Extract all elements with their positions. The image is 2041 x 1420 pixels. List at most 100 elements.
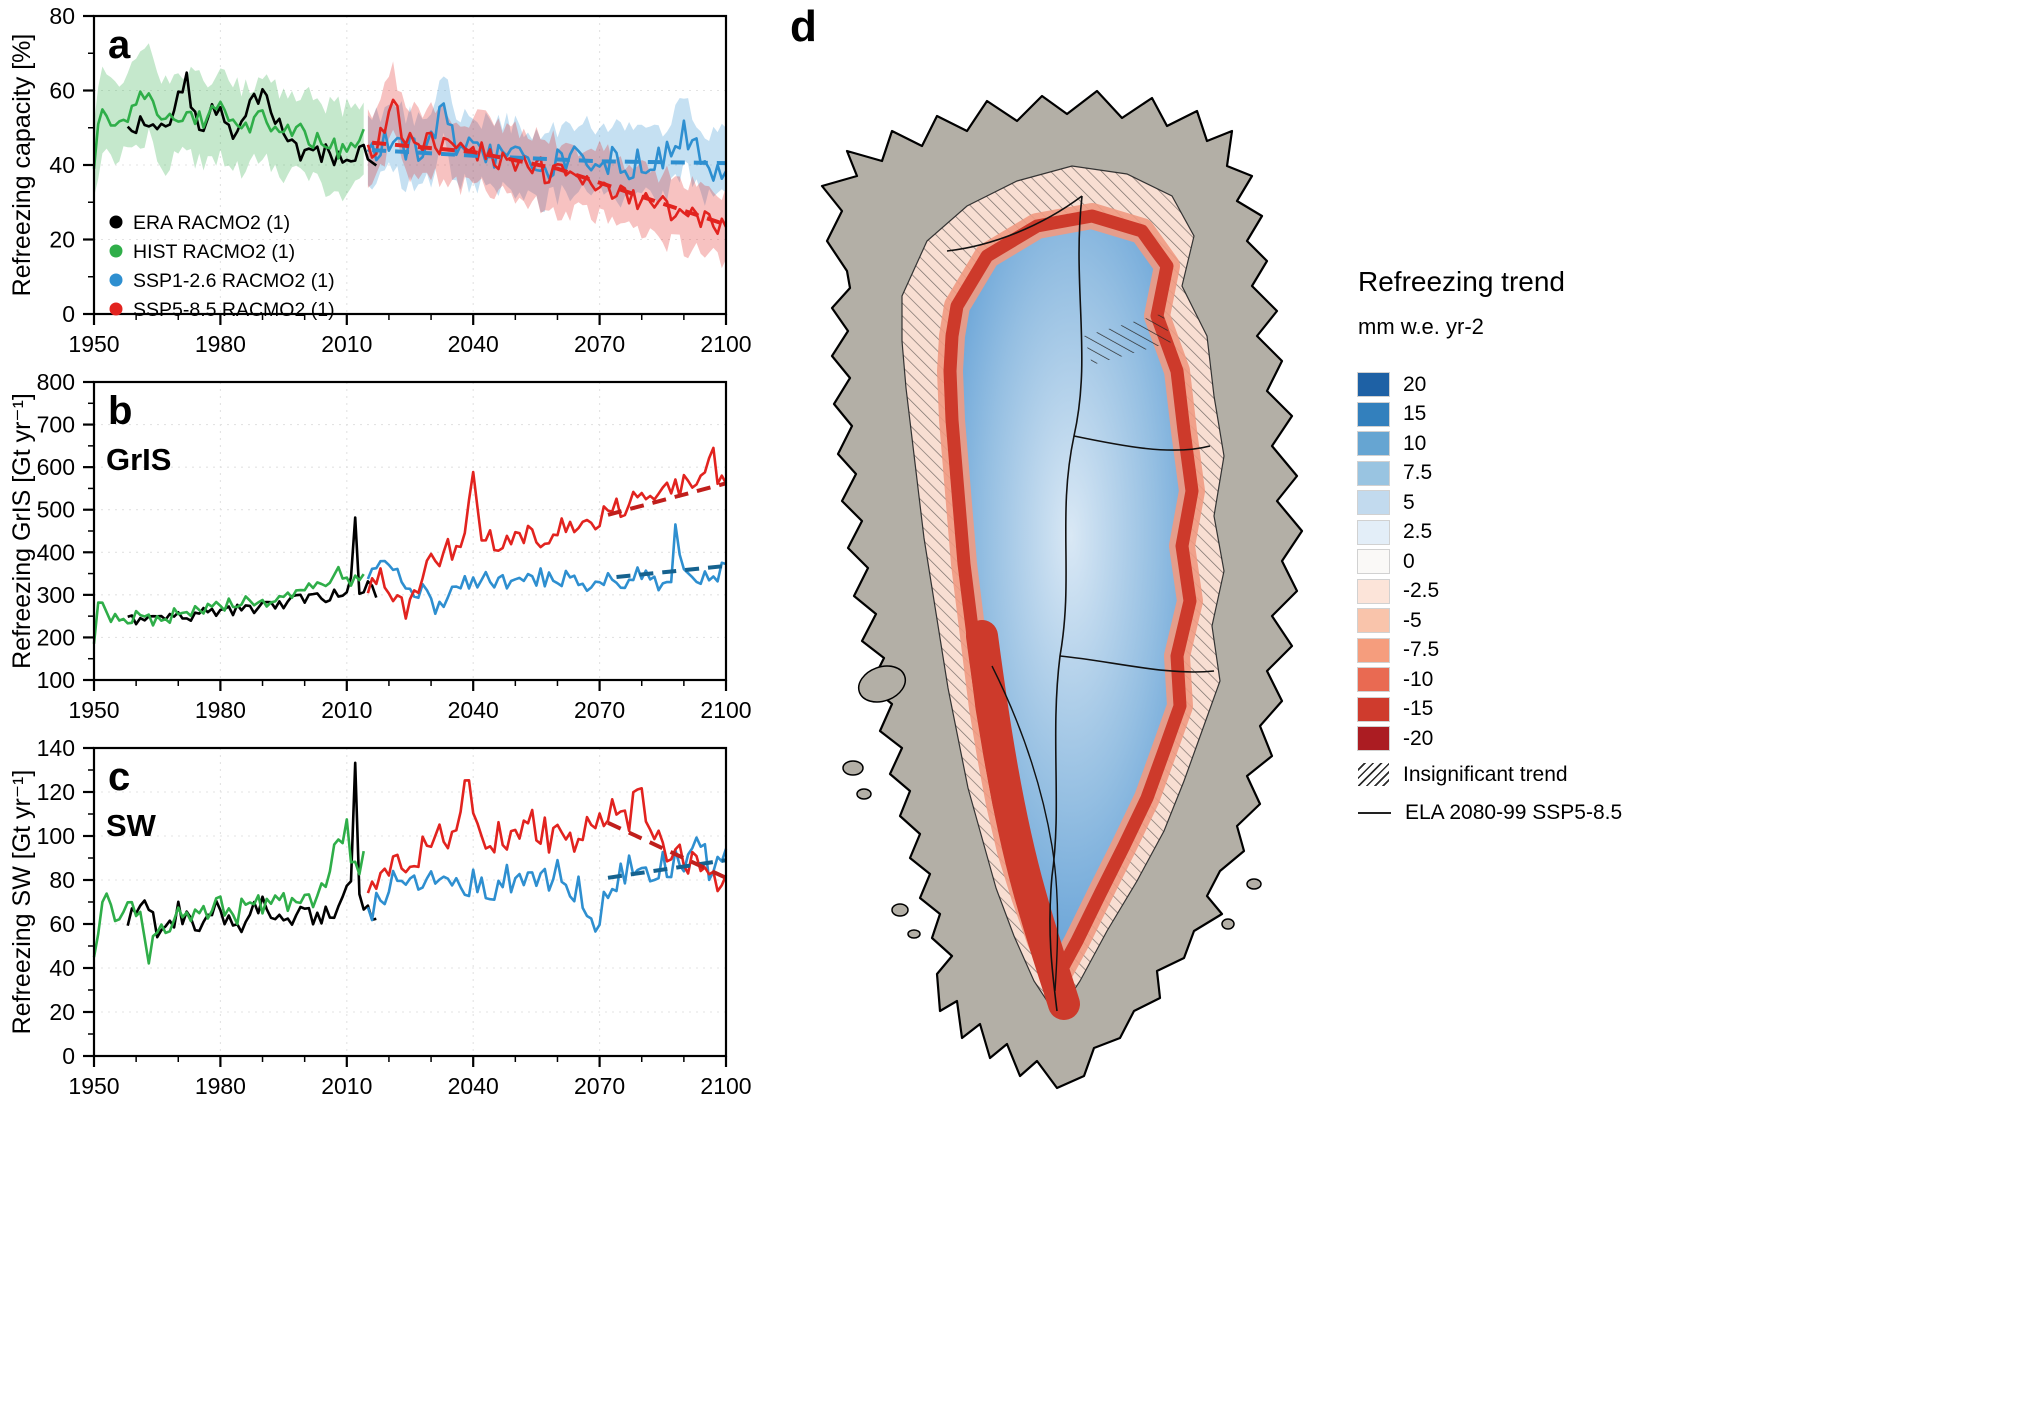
scale-label: -7.5: [1403, 638, 1440, 662]
scale-row: -20: [1357, 724, 1658, 754]
svg-text:60: 60: [49, 78, 75, 104]
svg-text:2100: 2100: [700, 331, 751, 357]
hatch-swatch-icon: [1358, 763, 1389, 786]
legend-insignificant-row: Insignificant trend: [1358, 758, 1658, 792]
scale-row: 20: [1357, 370, 1658, 400]
map-legend-units: mm w.e. yr-2: [1358, 314, 1484, 339]
svg-text:80: 80: [49, 4, 75, 29]
svg-text:500: 500: [37, 497, 75, 523]
scale-row: -7.5: [1357, 636, 1658, 666]
svg-text:1980: 1980: [195, 697, 246, 723]
svg-text:40: 40: [49, 955, 75, 981]
scale-swatch: [1357, 608, 1390, 634]
svg-text:2100: 2100: [700, 1073, 751, 1099]
svg-text:2070: 2070: [574, 697, 625, 723]
svg-text:b: b: [108, 389, 132, 433]
scale-row: -10: [1357, 665, 1658, 695]
scale-row: -2.5: [1357, 577, 1658, 607]
scale-row: 15: [1357, 400, 1658, 430]
svg-text:1980: 1980: [195, 331, 246, 357]
interior-hatch-patch: [1084, 313, 1172, 365]
svg-text:a: a: [108, 23, 131, 67]
ela-label: ELA 2080-99 SSP5-8.5: [1405, 800, 1623, 824]
scale-label: -20: [1403, 726, 1434, 750]
svg-text:140: 140: [37, 736, 75, 761]
svg-text:20: 20: [49, 999, 75, 1025]
svg-text:2100: 2100: [700, 697, 751, 723]
scale-row: 2.5: [1357, 518, 1658, 548]
scale-label: -2.5: [1403, 579, 1440, 603]
svg-text:300: 300: [37, 582, 75, 608]
svg-text:2010: 2010: [321, 697, 372, 723]
offshore-islands: [842, 665, 1262, 939]
scale-label: 0: [1403, 549, 1415, 573]
scale-label: 2.5: [1403, 520, 1433, 544]
svg-text:c: c: [108, 755, 130, 799]
svg-text:100: 100: [37, 667, 75, 693]
svg-text:2070: 2070: [574, 331, 625, 357]
svg-text:200: 200: [37, 624, 75, 650]
chart-refreezing-capacity: 1950 1980 2010 2040 2070 2100020406080Refreez…: [8, 4, 752, 357]
map-legend: Refreezing trend mm w.e. yr-2 20 15 10 7.5 5…: [1357, 266, 1658, 830]
scale-label: 7.5: [1403, 461, 1433, 485]
svg-text:700: 700: [37, 412, 75, 438]
map-scale: 20 15 10 7.5 5 2.5 0 -2.5 -5 -7.5 -10 -15 -20: [1357, 370, 1658, 754]
scale-swatch: [1357, 667, 1390, 693]
scale-label: 20: [1403, 372, 1427, 396]
scale-row: 10: [1357, 429, 1658, 459]
svg-text:2070: 2070: [574, 1073, 625, 1099]
svg-text:60: 60: [49, 911, 75, 937]
scale-swatch: [1357, 431, 1390, 457]
svg-text:2040: 2040: [448, 331, 499, 357]
svg-text:Refreezing SW [Gt yr⁻¹]: Refreezing SW [Gt yr⁻¹]: [8, 770, 36, 1035]
svg-text:40: 40: [49, 152, 75, 178]
svg-text:2010: 2010: [321, 1073, 372, 1099]
scale-row: -15: [1357, 695, 1658, 725]
map-legend-title: Refreezing trend: [1358, 266, 1566, 297]
svg-text:1950: 1950: [68, 1073, 119, 1099]
scale-swatch: [1357, 460, 1390, 486]
svg-text:SSP1-2.6 RACMO2 (1): SSP1-2.6 RACMO2 (1): [133, 270, 335, 292]
svg-text:800: 800: [37, 369, 75, 395]
scale-label: -10: [1403, 667, 1434, 691]
scale-swatch: [1357, 726, 1390, 752]
scale-label: -5: [1403, 608, 1422, 632]
greenland-map: [820, 89, 1304, 1090]
svg-text:SW: SW: [106, 808, 157, 843]
insignificant-label: Insignificant trend: [1403, 762, 1568, 786]
scale-swatch: [1357, 696, 1390, 722]
scale-swatch: [1357, 490, 1390, 516]
panel-d-label: d: [790, 2, 817, 51]
svg-text:Refreezing capacity [%]: Refreezing capacity [%]: [8, 34, 36, 297]
svg-text:600: 600: [37, 454, 75, 480]
svg-text:0: 0: [62, 1043, 75, 1069]
scale-label: 10: [1403, 431, 1427, 455]
scale-row: 5: [1357, 488, 1658, 518]
scale-row: -5: [1357, 606, 1658, 636]
scale-label: 15: [1403, 402, 1427, 426]
svg-text:20: 20: [49, 227, 75, 253]
scale-swatch: [1357, 578, 1390, 604]
ablation-rim-red: [943, 209, 1199, 985]
svg-text:0: 0: [62, 301, 75, 327]
svg-text:HIST RACMO2 (1): HIST RACMO2 (1): [133, 241, 295, 263]
scale-swatch: [1357, 549, 1390, 575]
scale-swatch: [1357, 637, 1390, 663]
scale-swatch: [1357, 372, 1390, 398]
svg-text:100: 100: [37, 823, 75, 849]
svg-text:Refreezing GrIS [Gt yr⁻¹]: Refreezing GrIS [Gt yr⁻¹]: [8, 393, 36, 669]
ela-line-icon: [1358, 811, 1391, 814]
svg-text:1950: 1950: [68, 697, 119, 723]
svg-text:1950: 1950: [68, 331, 119, 357]
scale-row: 7.5: [1357, 459, 1658, 489]
scale-swatch: [1357, 401, 1390, 427]
svg-text:120: 120: [37, 779, 75, 805]
svg-text:400: 400: [37, 539, 75, 565]
svg-text:2040: 2040: [448, 1073, 499, 1099]
svg-text:SSP5-8.5 RACMO2 (1): SSP5-8.5 RACMO2 (1): [133, 299, 335, 321]
ela-line: [991, 665, 1059, 992]
chart-refreezing-gris: 1950 1980 2010 2040 2070 2100 100 200 300 400 500 6…: [8, 369, 752, 723]
scale-label: -15: [1403, 697, 1434, 721]
scale-swatch: [1357, 519, 1390, 545]
